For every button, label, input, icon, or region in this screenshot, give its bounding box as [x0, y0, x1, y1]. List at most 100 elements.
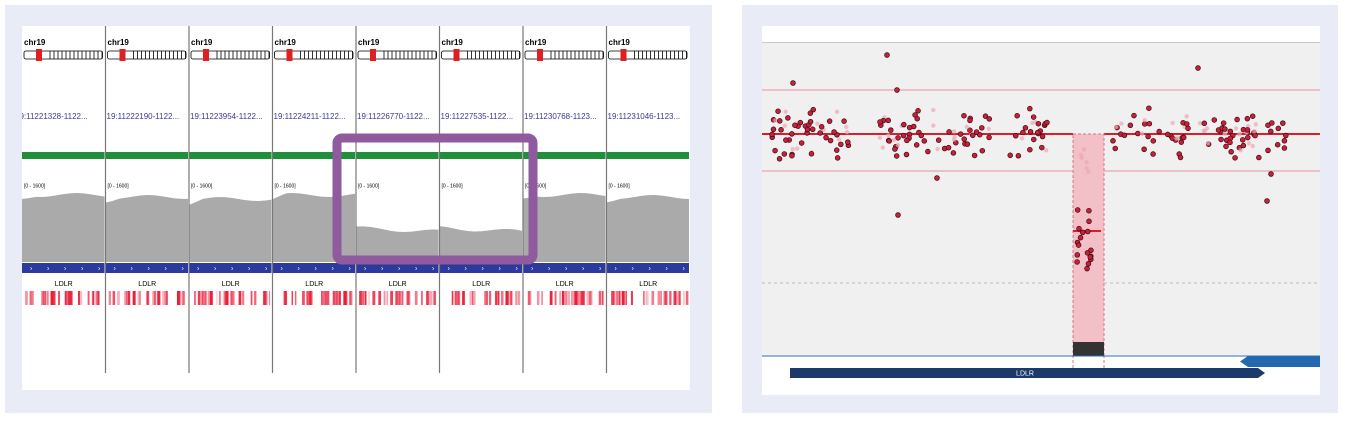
- point: [957, 131, 964, 137]
- range-label: [0 - 1600]: [191, 183, 213, 189]
- exon: [421, 291, 423, 305]
- exon: [364, 291, 367, 305]
- point: [964, 124, 969, 130]
- exon: [154, 291, 156, 305]
- strand-arrow: ›: [599, 265, 602, 272]
- point: [979, 147, 986, 154]
- point: [1204, 126, 1210, 131]
- strand-arrow: ›: [615, 265, 618, 272]
- exon: [657, 291, 661, 305]
- point: [1227, 128, 1234, 135]
- gene-track: [105, 263, 188, 273]
- point: [1232, 155, 1238, 161]
- strand-arrow: ›: [548, 265, 551, 272]
- exon: [398, 291, 401, 305]
- exon: [359, 291, 362, 305]
- strand-arrow: ›: [683, 265, 686, 272]
- point: [1197, 121, 1203, 126]
- exon: [549, 291, 552, 305]
- green-track: [356, 152, 439, 159]
- point: [794, 146, 800, 151]
- exon: [577, 291, 580, 305]
- exon: [58, 291, 60, 305]
- gene-label: LDLR: [472, 281, 490, 288]
- exon: [386, 291, 389, 305]
- point: [895, 142, 901, 148]
- point: [1085, 228, 1091, 235]
- gene-label: LDLR: [639, 281, 657, 288]
- coverage: [439, 226, 522, 262]
- point: [880, 145, 885, 150]
- exon: [97, 291, 100, 305]
- point: [1222, 131, 1228, 136]
- exon: [207, 291, 211, 305]
- exon: [25, 291, 28, 305]
- strand-arrow: ›: [432, 265, 435, 272]
- point: [986, 126, 992, 132]
- point: [900, 132, 907, 139]
- point: [894, 87, 900, 93]
- point: [1121, 132, 1128, 139]
- exon: [362, 291, 365, 305]
- exon: [46, 291, 49, 305]
- centromere-mark: [203, 49, 209, 61]
- exon: [306, 291, 308, 305]
- point: [1031, 136, 1037, 143]
- exon: [517, 291, 521, 305]
- exon: [137, 291, 141, 305]
- gene-label: LDLR: [138, 281, 156, 288]
- exon: [232, 291, 235, 305]
- point: [945, 144, 952, 151]
- exon: [509, 291, 513, 305]
- exon: [222, 291, 225, 305]
- gene-track: [439, 263, 522, 273]
- exon: [351, 291, 353, 305]
- exon: [109, 291, 111, 305]
- column: chr19 19:11222190-1122... [0 - 1600] › › › › › L…: [105, 38, 188, 305]
- point: [1211, 117, 1218, 123]
- exon: [611, 291, 614, 305]
- exon: [307, 291, 310, 305]
- strand-arrow: ›: [482, 265, 485, 272]
- point: [1084, 160, 1089, 165]
- point: [903, 151, 910, 158]
- point: [1169, 135, 1176, 141]
- range-label: [0 - 1600]: [358, 183, 380, 189]
- exon: [368, 291, 370, 305]
- exon: [335, 291, 339, 305]
- locus-label: 19:11226770-1122...: [357, 112, 430, 121]
- exon: [643, 291, 645, 305]
- strand-arrow: ›: [214, 265, 217, 272]
- point: [845, 139, 851, 145]
- point: [885, 117, 892, 124]
- strand-arrow: ›: [281, 265, 284, 272]
- locus-label: 19:11221328-1122...: [15, 112, 88, 121]
- point: [810, 106, 817, 113]
- point: [1075, 242, 1082, 248]
- strand-arrow: ›: [516, 265, 519, 272]
- point: [918, 132, 925, 139]
- point: [1240, 142, 1247, 149]
- exon: [567, 291, 570, 305]
- point: [1079, 155, 1084, 161]
- exon: [550, 291, 553, 305]
- point: [892, 146, 898, 152]
- point: [1087, 254, 1094, 260]
- point: [888, 127, 894, 133]
- strand-arrow: ›: [448, 265, 451, 272]
- point: [1084, 250, 1091, 256]
- point: [1252, 132, 1258, 139]
- exon: [309, 291, 313, 305]
- point: [906, 124, 913, 131]
- exon: [395, 291, 398, 305]
- green-track: [105, 152, 188, 159]
- exon: [486, 291, 489, 305]
- ideogram: [441, 50, 521, 60]
- point: [1039, 133, 1046, 140]
- point: [785, 115, 791, 121]
- exon: [224, 291, 226, 305]
- exon: [515, 291, 518, 305]
- point: [1256, 154, 1262, 161]
- exon: [489, 291, 492, 305]
